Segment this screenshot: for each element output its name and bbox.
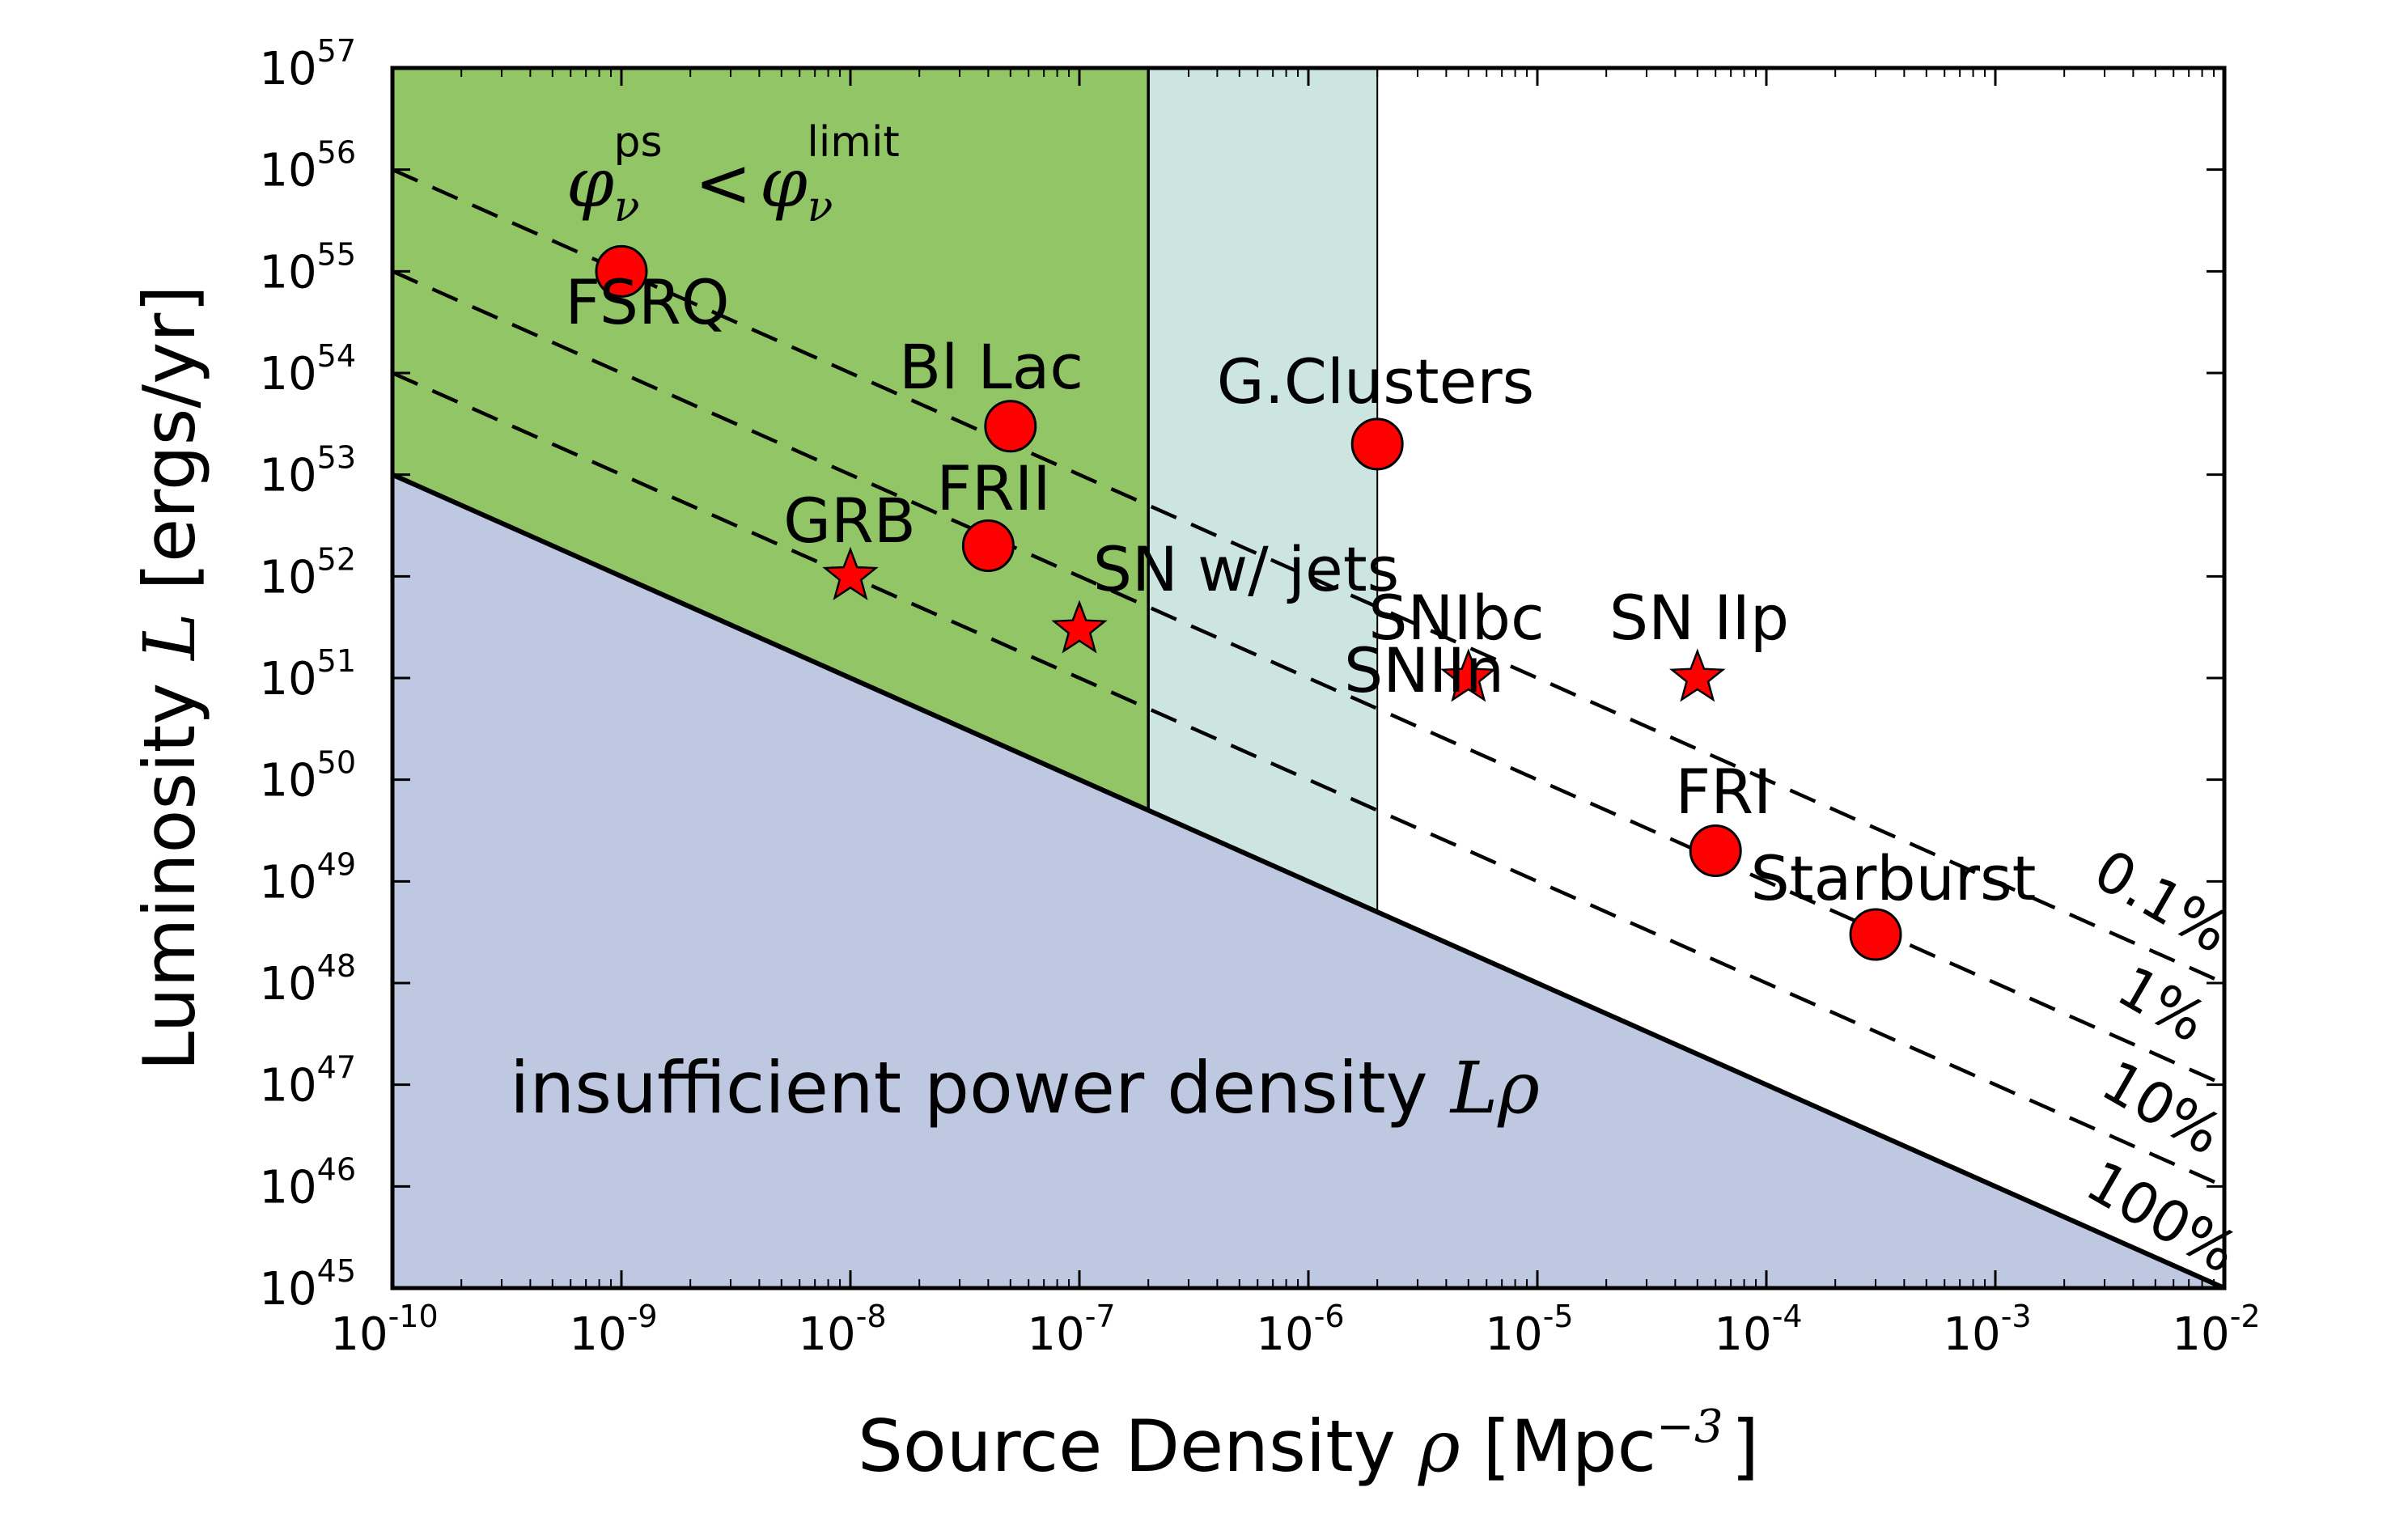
- source-points: [595, 244, 1902, 961]
- label-sniin: SNIIn: [1344, 634, 1504, 706]
- efficiency-line-10: [392, 371, 2224, 1189]
- efficiency-label-0-1: 0.1%: [2083, 837, 2241, 966]
- y-axis-label: Luminosity L [ergs/yr]: [128, 285, 211, 1070]
- x-tick-label: 10-2: [2172, 1299, 2260, 1361]
- region-intermediate-band: [1148, 68, 1378, 913]
- y-tick-label: 1048: [259, 948, 356, 1011]
- point-sn-w-jets: [1051, 600, 1108, 654]
- label-bl-lac: Bl Lac: [899, 331, 1083, 403]
- insufficient-power-label: insufficient power density Lρ: [510, 1046, 1540, 1129]
- label-starburst: Starburst: [1751, 842, 2037, 914]
- efficiency-line-100: [392, 472, 2224, 1288]
- y-tick-label: 1054: [259, 338, 356, 400]
- label-snibc: SNIbc: [1368, 582, 1545, 654]
- label-frii: FRII: [936, 452, 1050, 524]
- point-frii: [961, 519, 1015, 573]
- point-grb: [822, 546, 879, 600]
- point-sn-iip: [1669, 648, 1726, 702]
- y-tick-label: 1056: [259, 135, 356, 197]
- label-sn-w-jets: SN w/ jets: [1093, 533, 1399, 605]
- point-bl-lac: [984, 400, 1037, 453]
- label-fsrq: FSRQ: [565, 266, 729, 338]
- x-tick-label: 10-3: [1943, 1299, 2031, 1361]
- efficiency-line-0-1: [392, 167, 2224, 985]
- point-snibc: [1440, 648, 1497, 702]
- y-tick-label: 1052: [259, 541, 356, 604]
- y-tick-label: 1055: [259, 236, 356, 299]
- x-tick-label: 10-8: [798, 1299, 886, 1361]
- x-tick-label: 10-5: [1485, 1299, 1573, 1361]
- tick-labels: 10-10 10-9 10-8 10-7 10-6 10-5 10-4 10-3 10-2 104…: [259, 33, 2260, 1361]
- label-grb: GRB: [783, 485, 916, 557]
- x-tick-label: 10-4: [1714, 1299, 1802, 1361]
- y-tick-label: 1045: [259, 1253, 356, 1316]
- point-fri: [1689, 824, 1742, 878]
- x-tick-label: 10-9: [569, 1299, 657, 1361]
- point-source-condition-label: φνps< φνlimit: [566, 118, 900, 231]
- label-fri: FRI: [1676, 756, 1772, 828]
- y-tick-label: 1050: [259, 745, 356, 807]
- x-tick-label: 10-6: [1256, 1299, 1344, 1361]
- label-g-clusters: G.Clusters: [1217, 345, 1534, 417]
- point-fsrq: [595, 244, 648, 298]
- x-tick-label: 10-7: [1027, 1299, 1115, 1361]
- y-tick-label: 1051: [259, 643, 356, 706]
- region-annotations: insufficient power density Lρ φνps< φνlimi…: [510, 118, 1540, 1129]
- efficiency-lines: [392, 167, 2224, 1288]
- efficiency-line-1: [392, 269, 2224, 1087]
- x-axis-label: Source Density ρ [Mpc−3]: [858, 1401, 1759, 1488]
- y-tick-label: 1046: [259, 1151, 356, 1214]
- y-tick-label: 1053: [259, 440, 356, 502]
- source-labels: FSRQ Bl Lac FRII G.Clusters FRI Starburst GRB S…: [565, 266, 2036, 914]
- x-tick-label: 10-10: [330, 1299, 438, 1361]
- y-tick-label: 1049: [259, 846, 356, 909]
- y-tick-label: 1047: [259, 1050, 356, 1112]
- label-sn-iip: SN IIp: [1609, 582, 1789, 654]
- axis-ticks: [391, 66, 2226, 1290]
- point-g-clusters: [1350, 417, 1404, 471]
- y-tick-label: 1057: [259, 33, 356, 95]
- point-starburst: [1849, 908, 1902, 961]
